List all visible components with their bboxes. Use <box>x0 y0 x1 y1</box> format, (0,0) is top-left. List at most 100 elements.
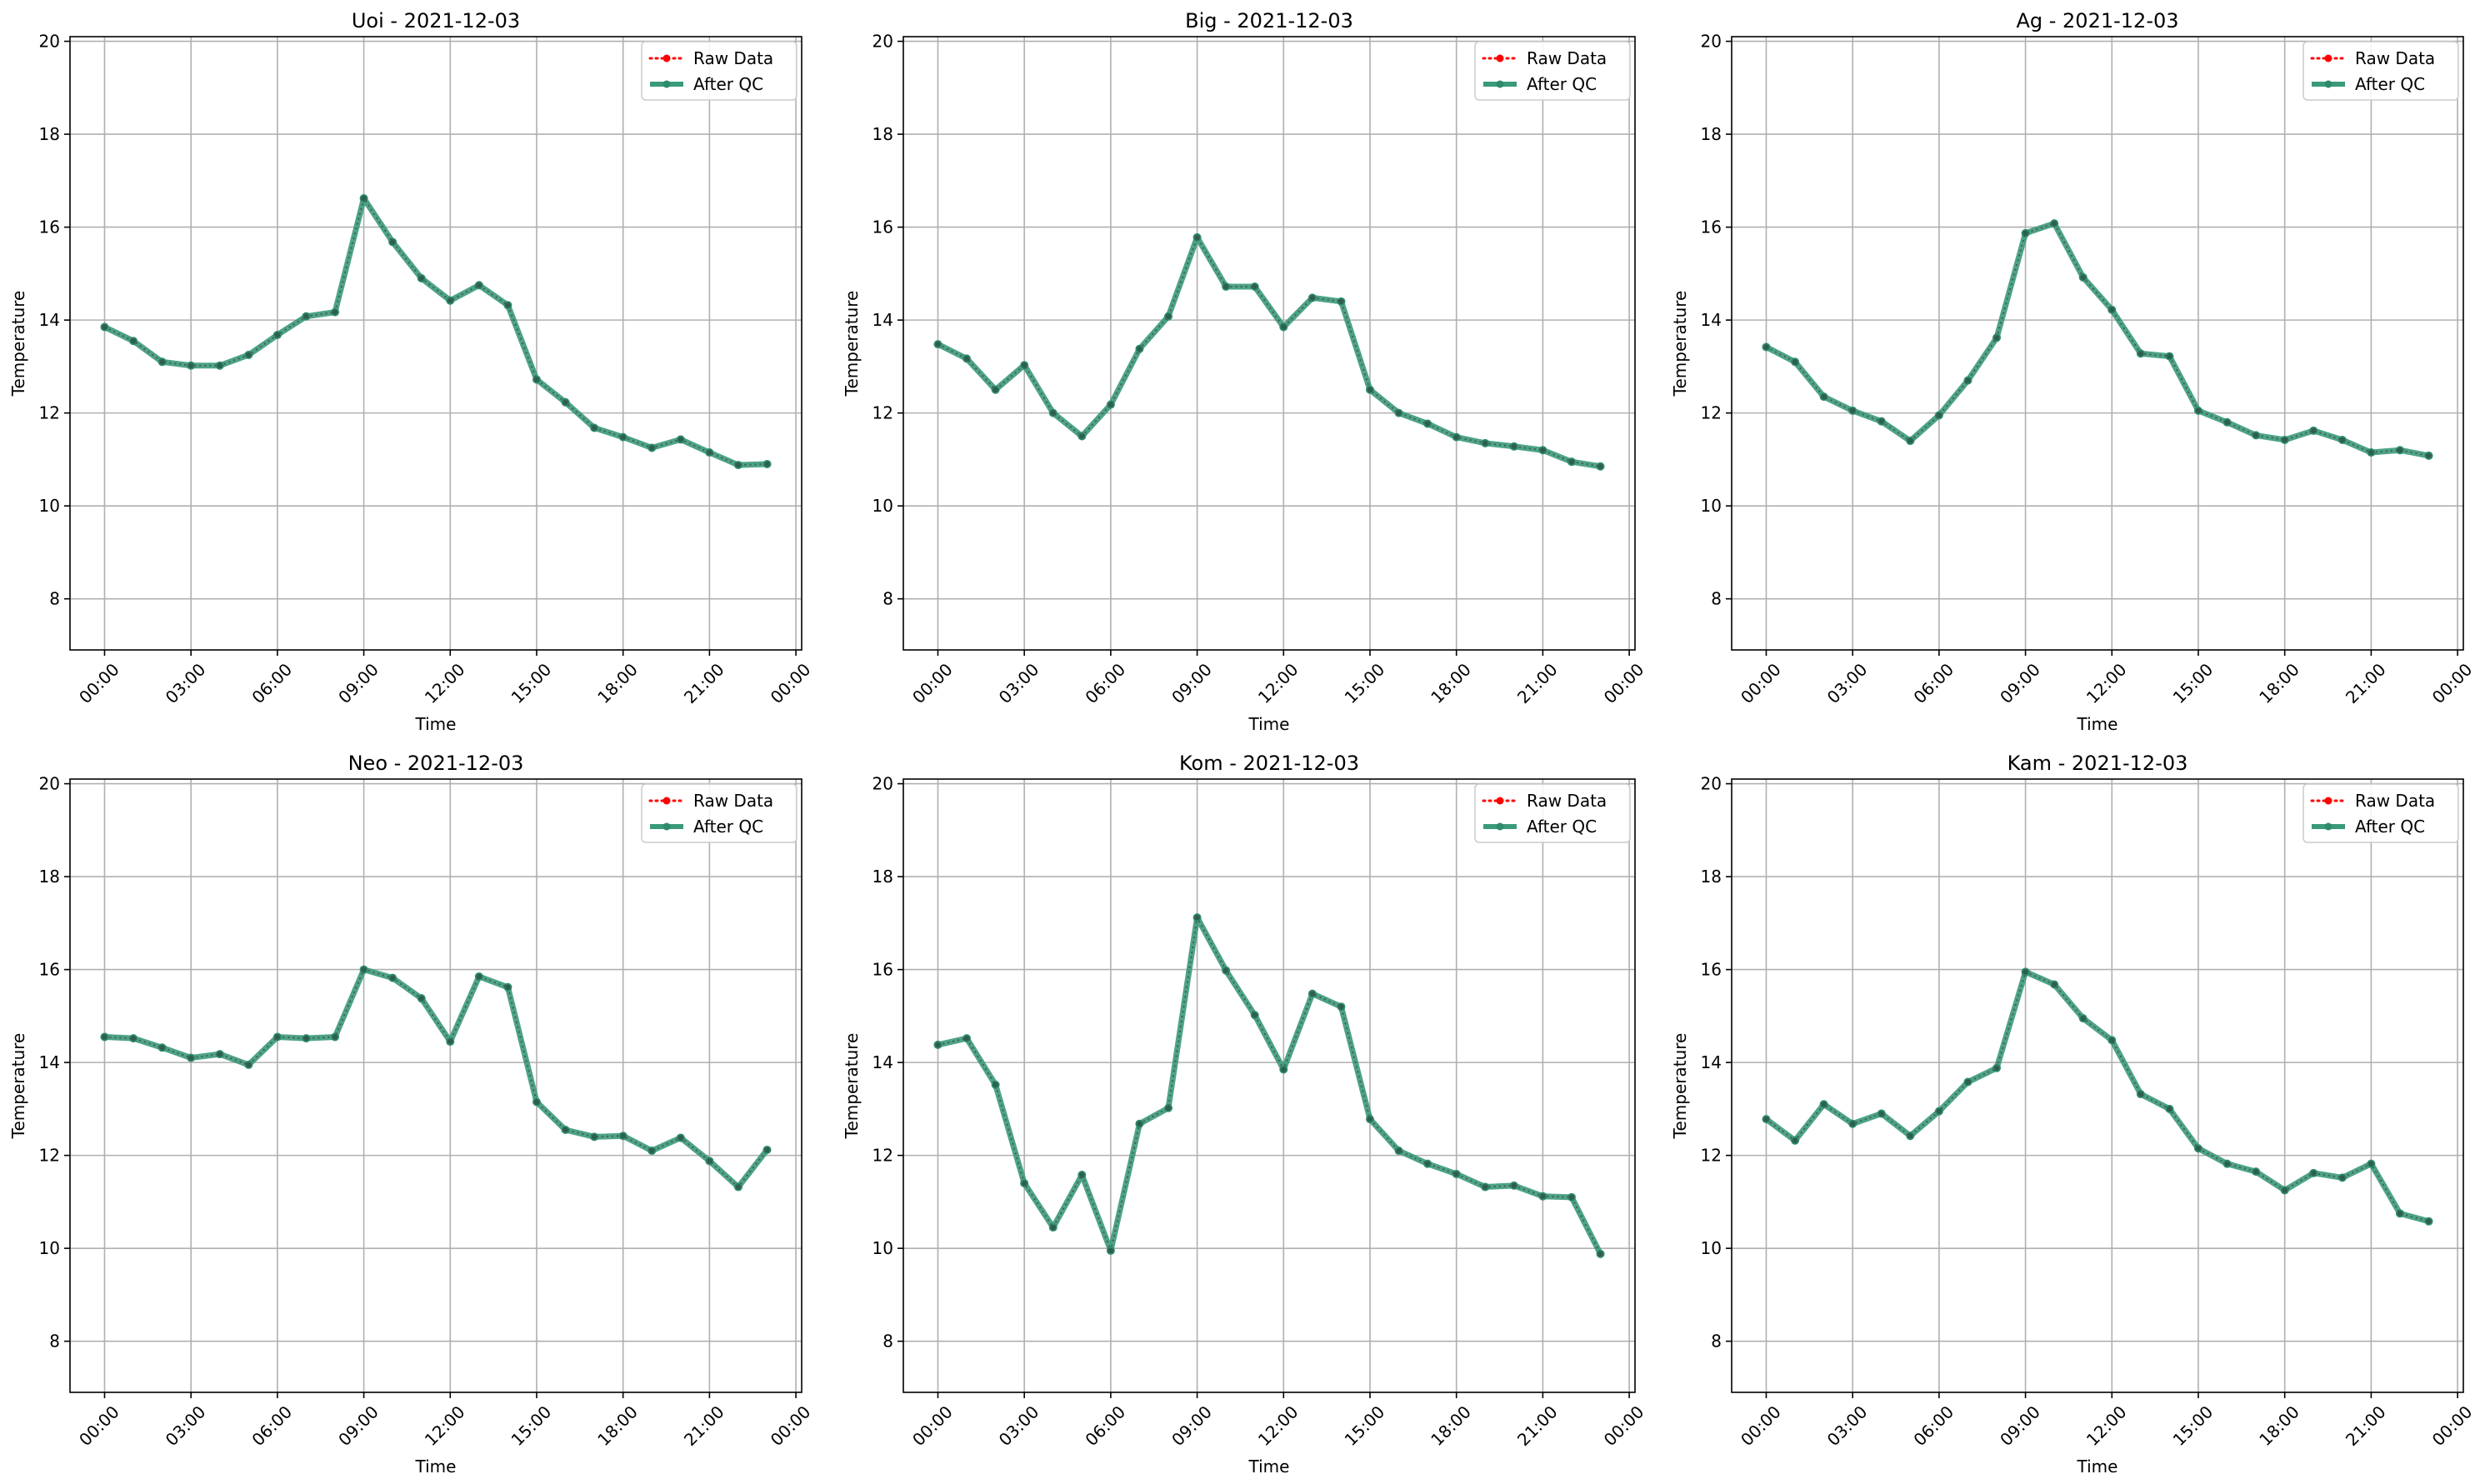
x-tick-label: 15:00 <box>1341 1402 1389 1450</box>
chart-title: Neo - 2021-12-03 <box>348 752 524 775</box>
x-tick-label: 03:00 <box>995 659 1043 707</box>
legend-raw-marker <box>1496 797 1504 805</box>
y-tick-label: 8 <box>882 589 893 609</box>
x-axis-label: Time <box>2077 714 2118 734</box>
raw-data-point <box>2282 437 2288 443</box>
raw-data-point <box>448 1038 453 1045</box>
raw-data-point <box>2397 1211 2403 1217</box>
y-axis-label: Temperature <box>8 1033 28 1140</box>
x-tick-label: 03:00 <box>1823 1402 1872 1450</box>
raw-data-point <box>1965 1079 1971 1085</box>
y-tick-label: 14 <box>39 310 60 330</box>
x-tick-label: 18:00 <box>2255 659 2303 707</box>
raw-data-point <box>992 387 998 392</box>
raw-data-point <box>2282 1187 2288 1193</box>
legend: Raw Data After QC <box>2302 41 2459 101</box>
raw-data-line <box>104 196 768 467</box>
raw-data-point <box>620 434 626 440</box>
raw-data-point <box>102 324 108 330</box>
raw-data-point <box>1222 283 1229 290</box>
after-qc-line <box>101 967 771 1191</box>
raw-data-point <box>274 1034 281 1040</box>
chart-title: Uoi - 2021-12-03 <box>352 9 520 32</box>
raw-data-point <box>303 1035 309 1042</box>
raw-data-point <box>1367 387 1373 392</box>
y-axis-label: Temperature <box>8 291 28 397</box>
y-tick-label: 14 <box>39 1052 60 1072</box>
raw-data-point <box>274 332 281 338</box>
raw-data-point <box>1338 298 1344 305</box>
after-qc-line <box>101 195 771 468</box>
x-tick-label: 00:00 <box>908 659 957 707</box>
after-qc-line <box>934 234 1604 470</box>
axes-frame <box>902 36 1636 651</box>
raw-data-point <box>764 1147 770 1153</box>
raw-data-point <box>1936 1108 1942 1114</box>
axes-frame <box>69 36 802 651</box>
raw-data-point <box>1511 443 1518 449</box>
legend-raw-label: Raw Data <box>1527 48 1607 68</box>
x-tick-label: 06:00 <box>1909 659 1958 707</box>
raw-data-point <box>1137 1121 1142 1127</box>
x-tick-label: 00:00 <box>75 1402 123 1450</box>
y-tick-label: 10 <box>872 1238 893 1258</box>
legend-qc-marker <box>2324 80 2332 88</box>
y-tick-label: 16 <box>1701 960 1722 980</box>
chart-title: Big - 2021-12-03 <box>1185 9 1353 32</box>
y-tick-label: 20 <box>872 32 893 52</box>
y-tick-label: 18 <box>39 124 60 144</box>
axes-frame <box>1731 778 2464 1393</box>
raw-data-point <box>2051 220 2058 227</box>
raw-data-point <box>1878 1111 1884 1117</box>
series-raw-data <box>1763 969 2432 1225</box>
raw-data-point <box>935 1042 941 1048</box>
raw-data-point <box>2252 1168 2259 1175</box>
y-tick-label: 18 <box>872 124 893 144</box>
raw-data-point <box>1598 463 1603 469</box>
raw-data-point <box>992 1082 998 1088</box>
y-tick-label: 12 <box>872 403 893 423</box>
raw-data-point <box>1763 344 1769 350</box>
raw-data-point <box>1367 1116 1373 1122</box>
raw-data-point <box>649 1147 655 1154</box>
chart-svg: 8 10 12 14 16 18 20 00:00 03:00 06:00 09:00 12:00 15… <box>1670 9 2477 734</box>
raw-data-point <box>332 1034 338 1040</box>
y-tick-label: 10 <box>39 1238 60 1258</box>
x-axis-label: Time <box>1248 714 1290 734</box>
raw-data-point <box>1050 1224 1056 1231</box>
raw-data-point <box>591 1134 598 1140</box>
raw-data-point <box>735 462 742 468</box>
y-axis-label: Temperature <box>1670 291 1690 397</box>
raw-data-point <box>1482 1184 1488 1190</box>
raw-data-point <box>1792 359 1798 365</box>
y-tick-label: 18 <box>1701 124 1722 144</box>
x-tick-label: 06:00 <box>1081 1402 1129 1450</box>
raw-data-point <box>246 1062 252 1068</box>
raw-data-point <box>1309 991 1316 997</box>
raw-data-point <box>476 282 482 288</box>
legend-qc-marker <box>1496 80 1504 88</box>
y-tick-label: 16 <box>872 960 893 980</box>
legend-qc-label: After QC <box>1527 817 1597 837</box>
raw-data-point <box>591 425 598 431</box>
y-tick-label: 14 <box>1701 310 1722 330</box>
raw-data-point <box>1849 407 1856 414</box>
x-tick-label: 15:00 <box>2169 659 2218 707</box>
y-tick-label: 20 <box>39 32 60 52</box>
raw-data-point <box>1252 283 1258 290</box>
raw-data-point <box>418 995 424 1002</box>
legend-raw-marker <box>662 797 671 805</box>
chart-panel: 8 10 12 14 16 18 20 00:00 03:00 06:00 09:00 12:00 15… <box>1662 742 2485 1484</box>
legend-raw-label: Raw Data <box>693 791 773 811</box>
x-tick-label: 00:00 <box>2428 659 2477 707</box>
y-tick-label: 20 <box>39 774 60 794</box>
raw-data-point <box>1021 1180 1028 1187</box>
x-tick-label: 09:00 <box>334 1402 382 1450</box>
y-tick-label: 20 <box>1701 774 1722 794</box>
raw-data-point <box>1194 234 1200 241</box>
chart-panel: 8 10 12 14 16 18 20 00:00 03:00 06:00 09:00 12:00 15… <box>0 0 828 742</box>
grid <box>903 37 1635 650</box>
x-tick-label: 21:00 <box>680 659 728 707</box>
raw-data-point <box>1598 1251 1603 1257</box>
grid <box>1732 779 2463 1392</box>
